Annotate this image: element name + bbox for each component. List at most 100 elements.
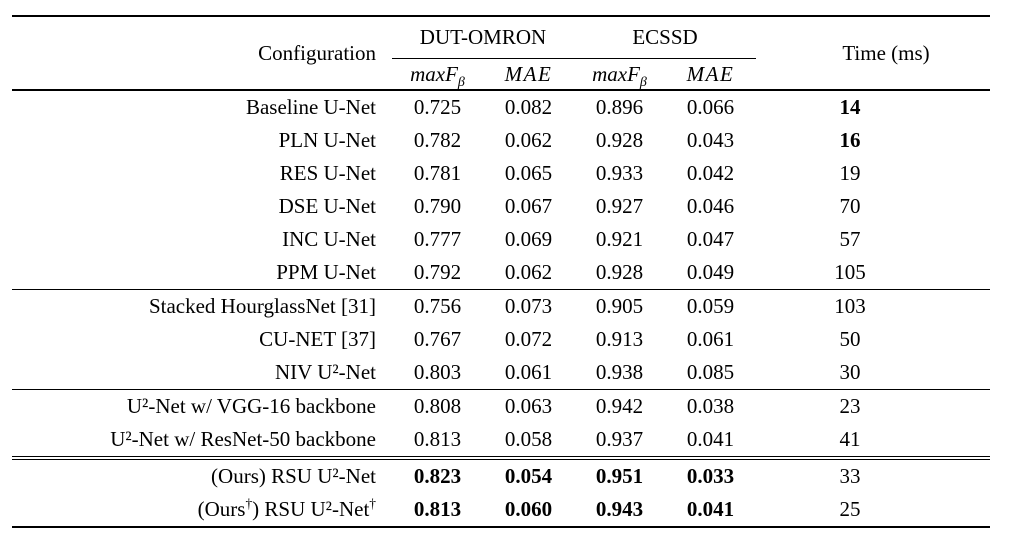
table-row: PLN U-Net 0.782 0.062 0.928 0.043 16 [12,124,990,157]
maxf-label: maxF [592,61,640,86]
time-value-cell: 105 [834,260,866,284]
metric-value-cell: 0.943 [595,497,644,521]
table-row: INC U-Net 0.777 0.069 0.921 0.047 57 [12,223,990,256]
ablation-results-table: Configuration DUT-OMRON ECSSD Time (ms) … [12,15,991,528]
metric-value-cell: 0.058 [504,427,553,451]
config-cell: U²-Net w/ ResNet-50 backbone [110,427,376,451]
metric-value-cell: 0.038 [665,389,757,423]
metric-value-cell: 0.042 [686,161,735,185]
time-value-cell: 23 [756,389,991,423]
table-section-unet-variants: Baseline U-Net 0.725 0.082 0.896 0.066 1… [12,90,990,290]
config-cell: RES U-Net [279,161,376,185]
group-header-dut-omron: DUT-OMRON [392,16,574,59]
table-section-backbones: U²-Net w/ VGG-16 backbone 0.808 0.063 0.… [12,389,991,459]
metric-header-maxf-dut: maxFβ [392,58,483,91]
table-section-other-architectures: Stacked HourglassNet [31] 0.756 0.073 0.… [12,289,991,390]
metric-value-cell: 0.928 [595,260,644,284]
config-cell: PLN U-Net [278,128,376,152]
metric-value-cell: 0.756 [392,289,483,323]
group-header-row: Configuration DUT-OMRON ECSSD Time (ms) [12,16,991,91]
metric-value-cell: 0.066 [686,95,735,119]
time-value-cell: 33 [756,456,991,493]
metric-value-cell: 0.790 [413,194,462,218]
metric-value-cell: 0.082 [504,95,553,119]
metric-value-cell: 0.085 [686,360,735,384]
config-cell: CU-NET [37] [259,327,376,351]
table-row: Stacked HourglassNet [31] 0.756 0.073 0.… [12,289,991,323]
metric-value-cell: 0.905 [574,289,665,323]
metric-value-cell: 0.823 [392,456,483,493]
table-row: (Ours) RSU U²-Net 0.823 0.054 0.951 0.03… [12,456,991,493]
metric-value-cell: 0.781 [413,161,462,185]
metric-value-cell: 0.767 [413,327,462,351]
config-cell: NIV U²-Net [275,360,376,384]
metric-value-cell: 0.043 [686,128,735,152]
metric-value-cell: 0.938 [595,360,644,384]
table-section-ours: (Ours) RSU U²-Net 0.823 0.054 0.951 0.03… [12,456,991,527]
table-header: Configuration DUT-OMRON ECSSD Time (ms) … [12,16,991,91]
config-column-header: Configuration [12,16,392,91]
metric-header-mae-dut: MAE [483,58,574,91]
metric-value-cell: 0.777 [413,227,462,251]
table-row: PPM U-Net 0.792 0.062 0.928 0.049 105 [12,256,990,290]
metric-value-cell: 0.065 [504,161,553,185]
time-value-cell: 103 [756,289,991,323]
config-cell: DSE U-Net [278,194,376,218]
metric-value-cell: 0.782 [413,128,462,152]
metric-value-cell: 0.061 [504,360,553,384]
table-row: CU-NET [37] 0.767 0.072 0.913 0.061 50 [12,323,990,356]
metric-value-cell: 0.928 [595,128,644,152]
table-row: NIV U²-Net 0.803 0.061 0.938 0.085 30 [12,356,990,390]
beta-subscript: β [639,74,647,90]
metric-header-row: maxFβ MAE maxFβ MAE [12,58,990,91]
metric-value-cell: 0.927 [595,194,644,218]
config-cell: (Ours) RSU U²-Net [12,456,392,493]
metric-value-cell: 0.725 [413,95,462,119]
metric-value-cell: 0.054 [483,456,574,493]
metric-value-cell: 0.072 [504,327,553,351]
config-cell: Baseline U-Net [245,95,376,119]
config-cell: Stacked HourglassNet [31] [12,289,392,323]
metric-value-cell: 0.033 [665,456,757,493]
config-cell: U²-Net w/ VGG-16 backbone [12,389,392,423]
time-value-cell: 19 [839,161,861,185]
metric-value-cell: 0.060 [504,497,553,521]
metric-value-cell: 0.896 [595,95,644,119]
table-row: DSE U-Net 0.790 0.067 0.927 0.046 70 [12,190,990,223]
metric-value-cell: 0.951 [574,456,665,493]
table-row: RES U-Net 0.781 0.065 0.933 0.042 19 [12,157,990,190]
metric-value-cell: 0.041 [686,497,735,521]
metric-value-cell: 0.067 [504,194,553,218]
metric-value-cell: 0.062 [504,260,553,284]
config-cell: (Ours†) RSU U²-Net† [197,496,376,521]
config-cell: PPM U-Net [276,260,376,284]
metric-value-cell: 0.041 [686,427,735,451]
metric-value-cell: 0.913 [595,327,644,351]
metric-value-cell: 0.049 [686,260,735,284]
metric-value-cell: 0.942 [574,389,665,423]
beta-subscript: β [457,74,465,90]
table-row: (Ours†) RSU U²-Net† 0.813 0.060 0.943 0.… [12,493,990,527]
metric-value-cell: 0.792 [413,260,462,284]
metric-value-cell: 0.803 [413,360,462,384]
time-value-cell: 70 [839,194,861,218]
metric-value-cell: 0.046 [686,194,735,218]
time-value-cell: 16 [839,128,861,152]
time-value-cell: 30 [839,360,861,384]
metric-value-cell: 0.937 [595,427,644,451]
metric-header-mae-ecssd: MAE [665,58,757,91]
time-value-cell: 14 [839,95,861,119]
group-header-ecssd: ECSSD [574,16,757,59]
table-row: U²-Net w/ VGG-16 backbone 0.808 0.063 0.… [12,389,991,423]
time-value-cell: 41 [839,427,861,451]
metric-value-cell: 0.933 [595,161,644,185]
metric-value-cell: 0.069 [504,227,553,251]
time-column-header: Time (ms) [756,16,991,91]
maxf-label: maxF [410,61,458,86]
metric-value-cell: 0.921 [595,227,644,251]
metric-value-cell: 0.813 [413,427,462,451]
metric-value-cell: 0.061 [686,327,735,351]
metric-value-cell: 0.059 [665,289,757,323]
table-row: U²-Net w/ ResNet-50 backbone 0.813 0.058… [12,423,990,458]
